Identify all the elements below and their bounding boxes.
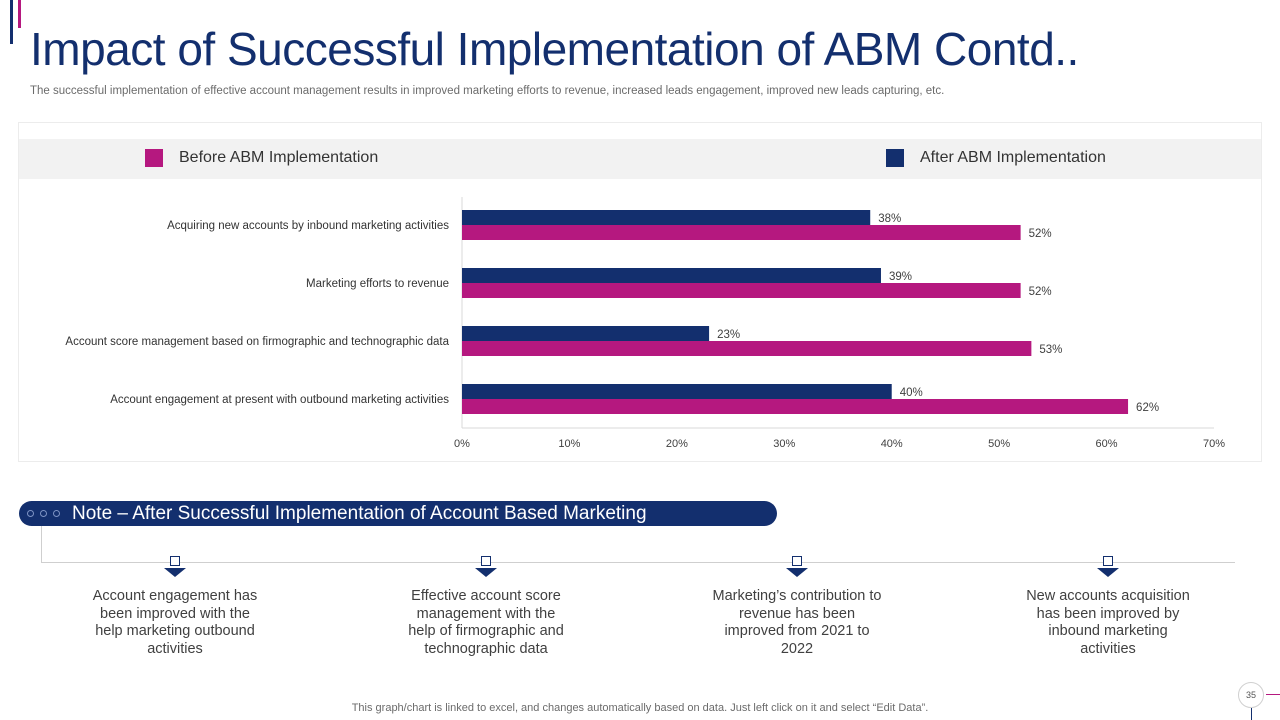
note-point-4: New accounts acquisition has been improv… — [1008, 556, 1208, 658]
legend-label-after: After ABM Implementation — [920, 149, 1106, 166]
bar — [462, 283, 1021, 298]
page-accent-navy — [1251, 708, 1252, 720]
data-label: 53% — [1039, 344, 1062, 356]
square-bullet-icon — [792, 556, 802, 566]
legend-swatch-before — [145, 149, 163, 167]
bar — [462, 326, 710, 341]
note-point-3: Marketing’s contribution to revenue has … — [697, 556, 897, 658]
note-point-1: Account engagement has been improved wit… — [75, 556, 275, 658]
data-label: 39% — [889, 271, 912, 283]
bar — [462, 225, 1021, 240]
note-bracket-horizontal — [41, 562, 1235, 563]
data-label: 52% — [1029, 286, 1052, 298]
note-dots — [27, 510, 66, 517]
dot-icon — [40, 510, 47, 517]
bar — [462, 210, 871, 225]
square-bullet-icon — [481, 556, 491, 566]
data-label: 23% — [717, 329, 740, 341]
legend-item-before: Before ABM Implementation — [145, 149, 378, 167]
page-accent-pink — [1266, 694, 1280, 695]
x-tick-label: 60% — [1096, 438, 1118, 450]
note-point-2: Effective account score management with … — [386, 556, 586, 658]
dot-icon — [53, 510, 60, 517]
chart-container[interactable]: Before ABM Implementation After ABM Impl… — [18, 122, 1262, 462]
x-tick-label: 10% — [558, 438, 580, 450]
category-label: Marketing efforts to revenue — [306, 278, 449, 290]
x-tick-label: 40% — [881, 438, 903, 450]
arrow-down-icon — [1097, 568, 1119, 577]
square-bullet-icon — [1103, 556, 1113, 566]
note-title: Note – After Successful Implementation o… — [72, 502, 647, 524]
note-point-text: Effective account score management with … — [408, 588, 564, 657]
legend-item-after: After ABM Implementation — [886, 149, 1106, 167]
square-bullet-icon — [170, 556, 180, 566]
data-label: 38% — [878, 213, 901, 225]
note-bracket-vertical — [41, 526, 42, 562]
chart-legend: Before ABM Implementation After ABM Impl… — [19, 139, 1261, 179]
note-banner: Note – After Successful Implementation o… — [19, 501, 777, 526]
bar — [462, 384, 892, 399]
bar — [462, 341, 1032, 356]
category-label: Account score management based on firmog… — [65, 336, 449, 348]
page-subtitle: The successful implementation of effecti… — [30, 85, 945, 97]
arrow-down-icon — [786, 568, 808, 577]
x-tick-label: 70% — [1203, 438, 1225, 450]
x-tick-label: 20% — [666, 438, 688, 450]
legend-label-before: Before ABM Implementation — [179, 149, 379, 166]
note-point-text: Marketing’s contribution to revenue has … — [712, 588, 882, 657]
page-number: 35 — [1238, 682, 1264, 708]
x-tick-label: 0% — [454, 438, 470, 450]
page-title: Impact of Successful Implementation of A… — [30, 23, 1079, 75]
x-tick-label: 30% — [773, 438, 795, 450]
data-label: 52% — [1029, 228, 1052, 240]
dot-icon — [27, 510, 34, 517]
bar — [462, 268, 881, 283]
category-label: Acquiring new accounts by inbound market… — [167, 220, 449, 232]
note-point-text: Account engagement has been improved wit… — [92, 588, 258, 657]
legend-swatch-after — [886, 149, 904, 167]
bar — [462, 399, 1129, 414]
data-label: 62% — [1136, 402, 1159, 414]
accent-bar-pink — [18, 0, 21, 28]
data-label: 40% — [900, 387, 923, 399]
footer-note: This graph/chart is linked to excel, and… — [351, 702, 929, 714]
note-point-text: New accounts acquisition has been improv… — [1026, 588, 1190, 657]
arrow-down-icon — [164, 568, 186, 577]
arrow-down-icon — [475, 568, 497, 577]
accent-bar-navy — [10, 0, 13, 44]
bar-chart: 0% 10% 20% 30% 40% 50% 60% 70% Acquiring new acc… — [65, 197, 1225, 450]
category-label: Account engagement at present with outbo… — [110, 394, 449, 406]
x-tick-label: 50% — [988, 438, 1010, 450]
